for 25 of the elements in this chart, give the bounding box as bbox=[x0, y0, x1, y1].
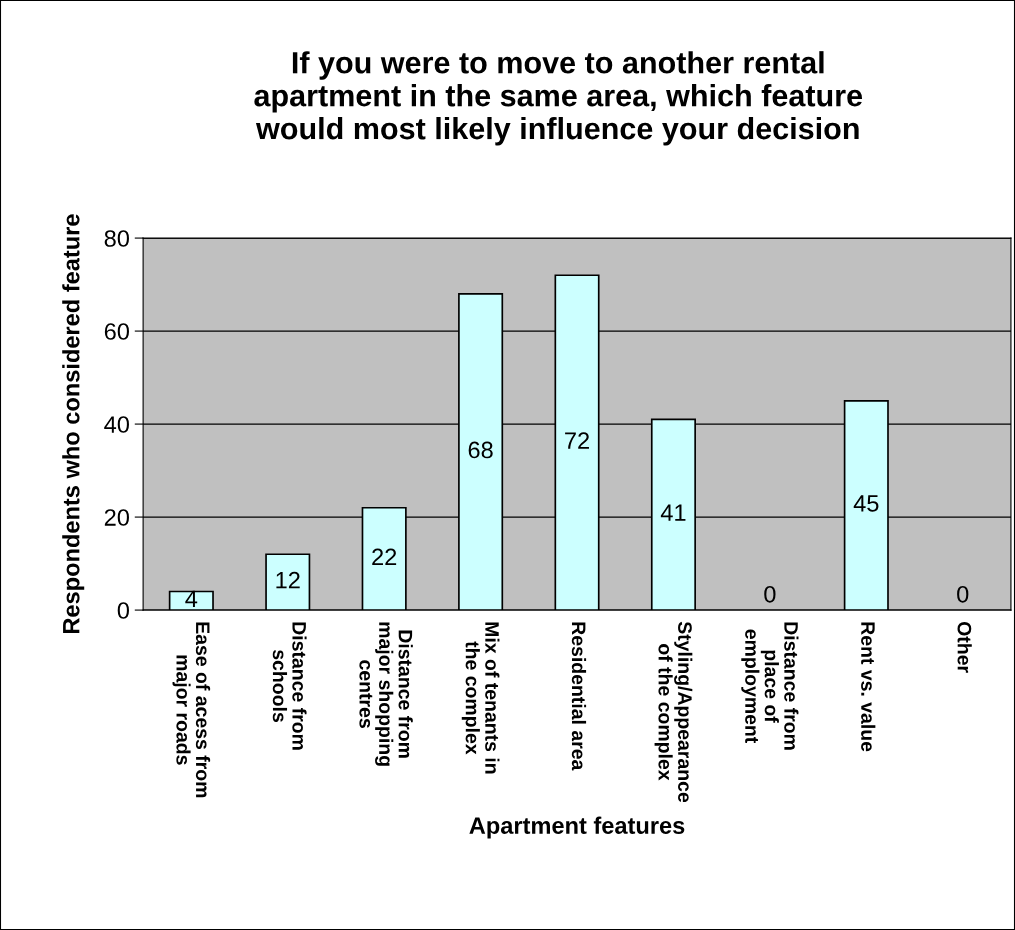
x-tick-label: Styling/Appearance of the complex bbox=[654, 621, 693, 803]
data-label: 68 bbox=[468, 441, 493, 459]
x-tick-label: Distance from place of employment bbox=[741, 622, 799, 750]
y-axis-title: Respondents who considered feature bbox=[62, 214, 85, 634]
x-tick-label: Rent vs. value bbox=[861, 622, 876, 752]
data-label: 22 bbox=[372, 548, 397, 566]
x-tick-label: Ease of acess from major roads bbox=[172, 622, 211, 798]
y-tick-label: 80 bbox=[104, 230, 129, 247]
data-label: 0 bbox=[957, 585, 969, 603]
y-tick-label: 40 bbox=[104, 416, 129, 433]
chart-title: If you were to move to another rental apartment in the same area, which feature would most likely influence your decision bbox=[254, 51, 863, 146]
y-tick-label: 20 bbox=[104, 509, 129, 526]
x-axis-title: Apartment features bbox=[469, 816, 685, 839]
data-label: 72 bbox=[565, 432, 589, 449]
data-label: 12 bbox=[276, 571, 300, 589]
y-tick-label: 0 bbox=[117, 602, 129, 619]
data-label: 41 bbox=[660, 504, 686, 521]
x-tick-label: Distance from schools bbox=[272, 622, 307, 750]
data-label: 0 bbox=[764, 585, 776, 603]
x-tick-label: Other bbox=[957, 621, 972, 673]
y-tick-label: 60 bbox=[104, 323, 129, 340]
data-label: 45 bbox=[853, 495, 879, 512]
x-tick-label: Distance from major shopping centres bbox=[359, 622, 413, 766]
x-tick-label: Residential area bbox=[571, 622, 587, 771]
data-label: 4 bbox=[185, 590, 198, 607]
